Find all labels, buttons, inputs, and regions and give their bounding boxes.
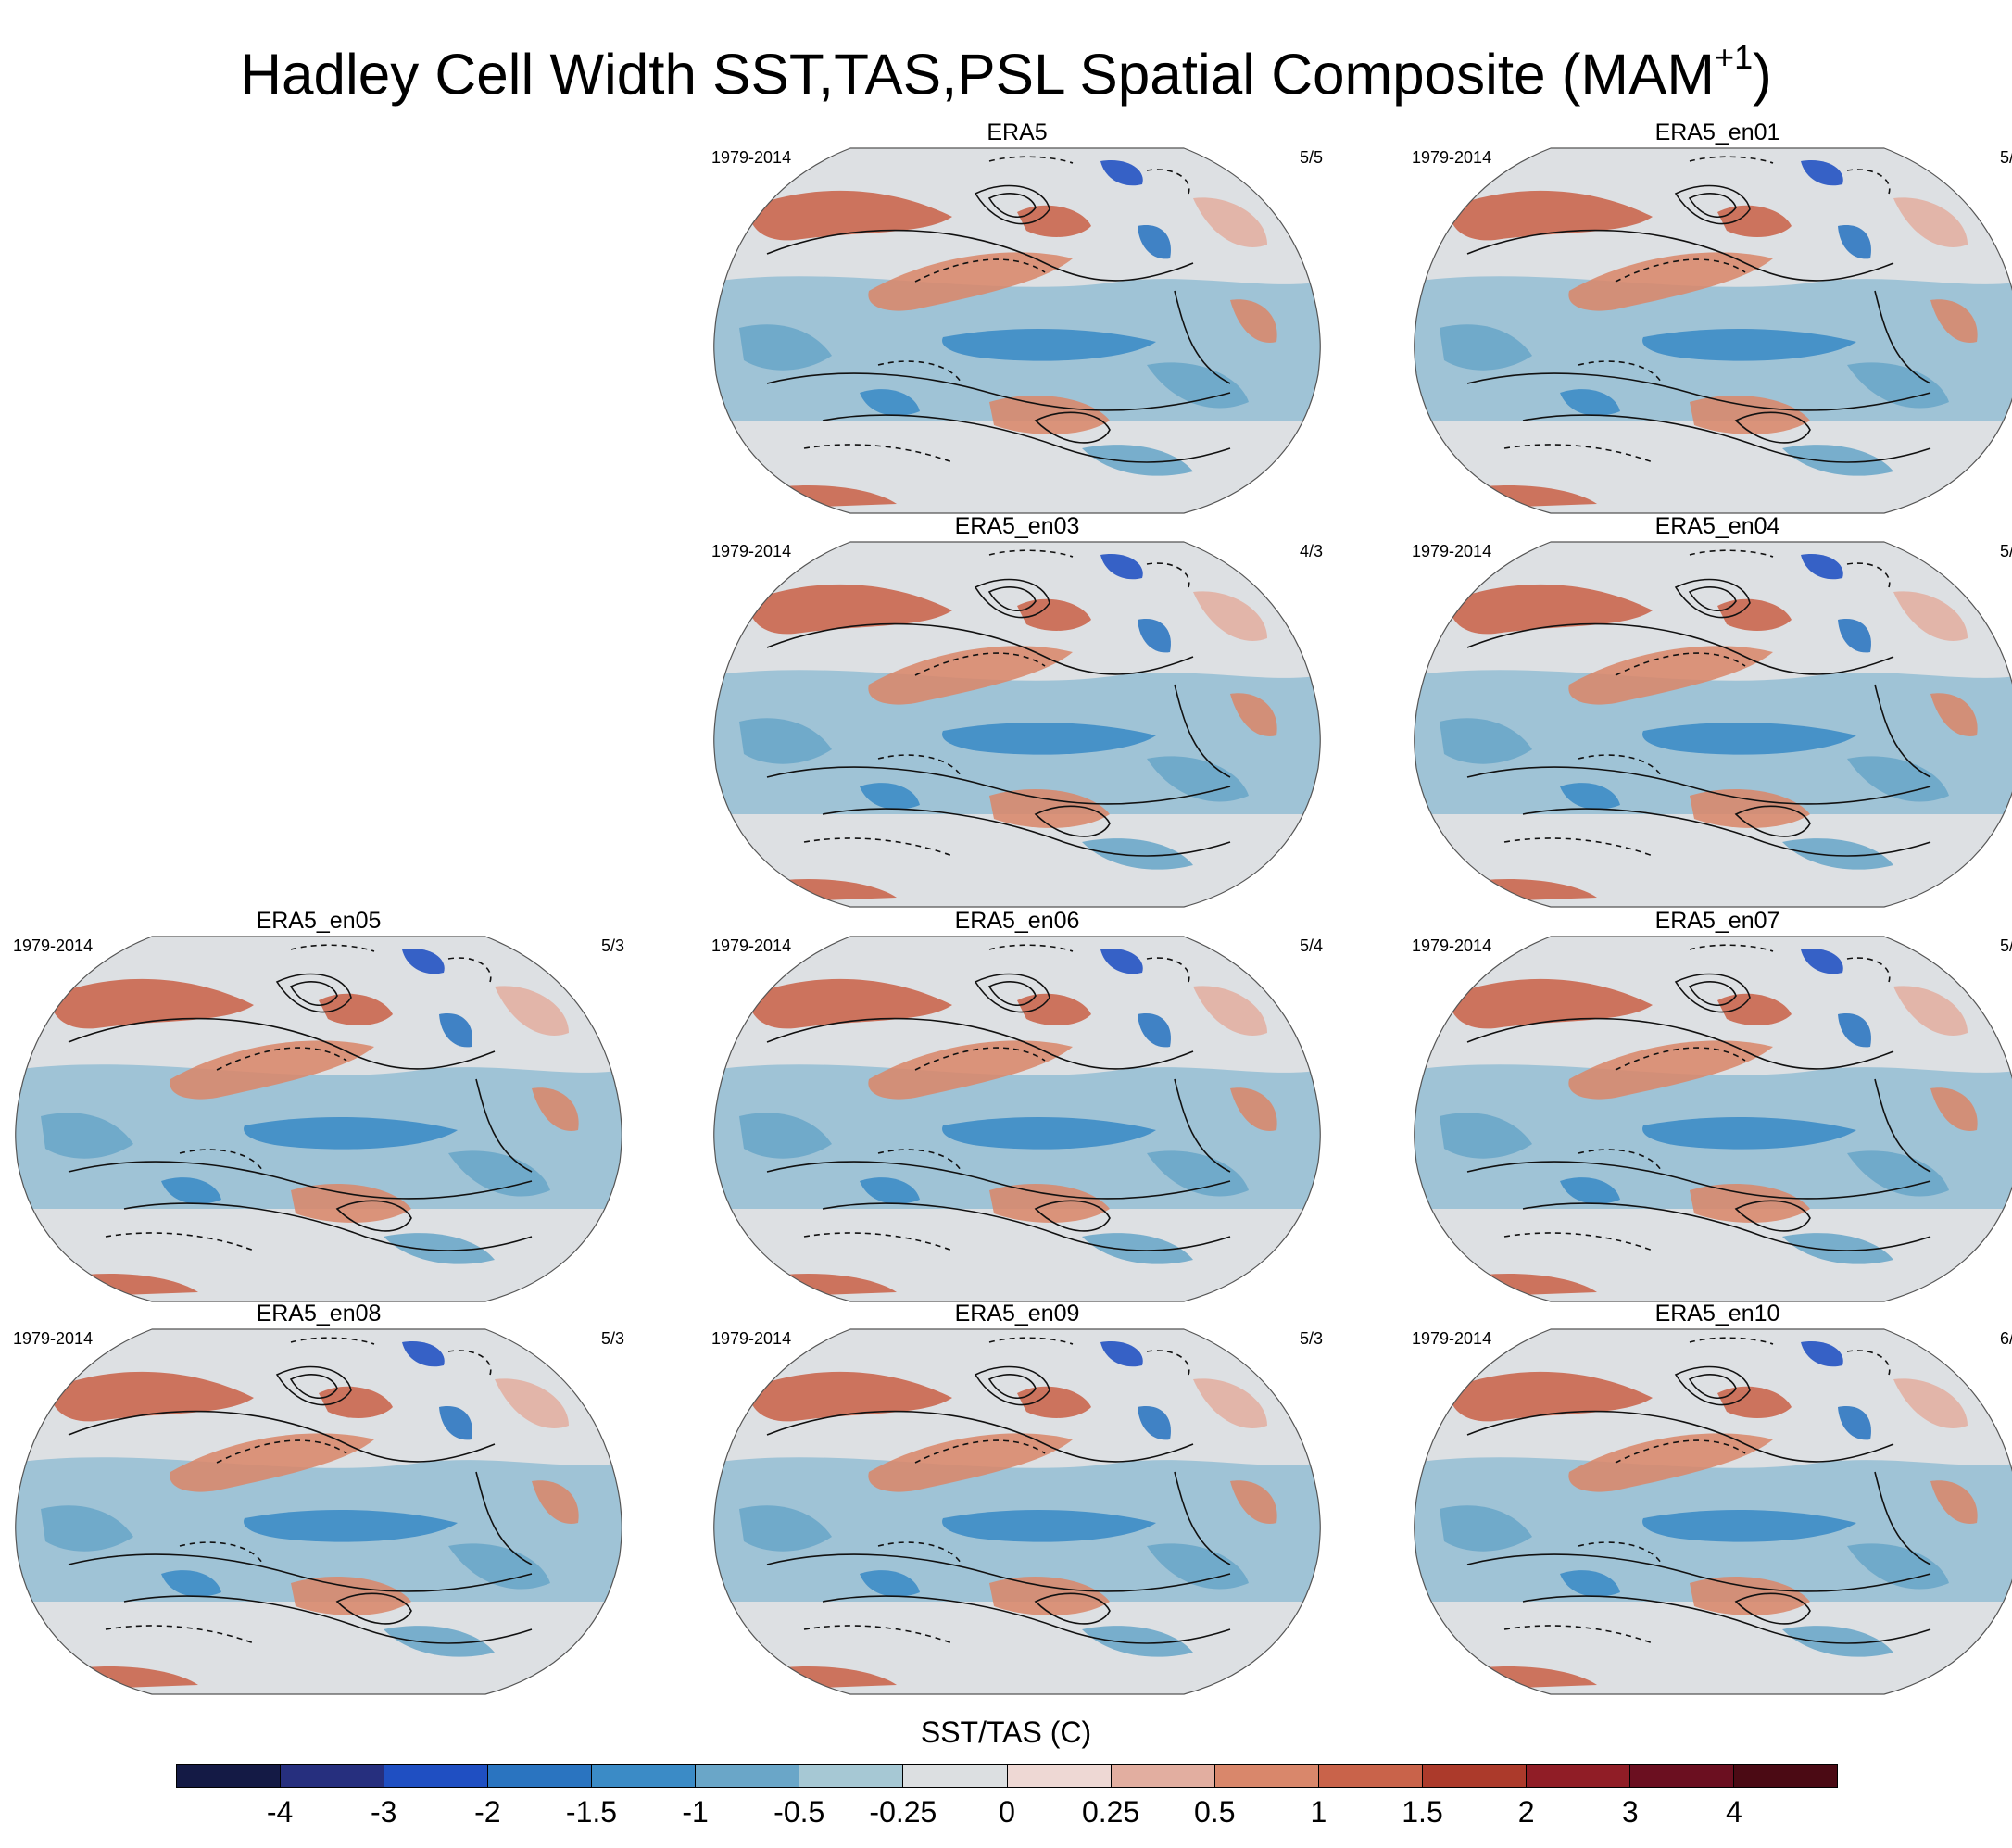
colorbar-tick-label: -4	[266, 1795, 294, 1829]
composite-map	[15, 936, 622, 1302]
panel-ratio: 5/3	[1999, 937, 2012, 955]
colorbar-swatch	[1318, 1765, 1423, 1787]
colorbar-tick-label: 0	[999, 1795, 1015, 1829]
colorbar-swatch	[1422, 1765, 1527, 1787]
composite-map	[713, 936, 1321, 1302]
colorbar-swatch	[592, 1765, 697, 1787]
panel-title: ERA5_en04	[1654, 513, 1780, 539]
panel-period: 1979-2014	[711, 1329, 792, 1348]
colorbar-ticks: -4 -3 -2 -1.5 -1 -0.5 -0.25 0 0.25 0.5 1 1.5 2 3 4	[0, 1795, 2012, 1832]
colorbar-swatch	[1214, 1765, 1319, 1787]
colorbar-tick-label: 3	[1621, 1795, 1639, 1829]
colorbar-swatch	[1526, 1765, 1630, 1787]
composite-map	[1414, 936, 2012, 1302]
colorbar	[176, 1764, 1838, 1788]
panel-title: ERA5_en01	[1654, 119, 1780, 145]
panel-title: ERA5_en10	[1654, 1301, 1780, 1326]
colorbar-tick-label: -1.5	[565, 1795, 618, 1829]
colorbar-swatch	[1629, 1765, 1734, 1787]
colorbar-tick-label: 2	[1517, 1795, 1535, 1829]
colorbar-swatch	[1007, 1765, 1112, 1787]
panel-title: ERA5_en07	[1654, 908, 1780, 934]
panel-period: 1979-2014	[1412, 542, 1492, 560]
map-panel: ERA5_en01 1979-2014 5/4	[1412, 119, 2012, 526]
composite-map	[713, 147, 1321, 514]
panel-title: ERA5_en03	[954, 513, 1080, 539]
panel-ratio: 5/5	[1299, 148, 1323, 167]
panel-period: 1979-2014	[1412, 937, 1492, 955]
map-panel: ERA5_en04 1979-2014 5/3	[1412, 512, 2012, 920]
colorbar-swatch	[696, 1765, 800, 1787]
colorbar-label: SST/TAS (C)	[920, 1716, 1092, 1749]
panel-period: 1979-2014	[1412, 148, 1492, 167]
colorbar-tick-label: 1	[1310, 1795, 1327, 1829]
panel-period: 1979-2014	[711, 148, 792, 167]
panel-period: 1979-2014	[711, 937, 792, 955]
colorbar-tick-label: 1.5	[1402, 1795, 1443, 1829]
colorbar-swatch	[177, 1765, 282, 1787]
colorbar-swatch	[281, 1765, 385, 1787]
colorbar-tick-label: -0.5	[773, 1795, 825, 1829]
colorbar-swatch	[384, 1765, 489, 1787]
colorbar-tick-label: 4	[1725, 1795, 1742, 1829]
map-panel: ERA5_en03 1979-2014 4/3	[711, 512, 1323, 920]
composite-map	[713, 1328, 1321, 1695]
panel-title: ERA5	[987, 119, 1048, 145]
panel-ratio: 5/3	[600, 1329, 624, 1348]
panel-period: 1979-2014	[711, 542, 792, 560]
map-panel: ERA5_en08 1979-2014 5/3	[13, 1300, 624, 1707]
colorbar-swatch	[903, 1765, 1008, 1787]
colorbar-swatch	[1733, 1765, 1837, 1787]
colorbar-tick-label: 0.5	[1194, 1795, 1236, 1829]
colorbar-tick-label: -1	[682, 1795, 709, 1829]
panel-ratio: 6/4	[1999, 1329, 2012, 1348]
map-panel: ERA5 1979-2014 5/5	[711, 119, 1323, 526]
colorbar-swatch	[488, 1765, 593, 1787]
composite-map	[1414, 541, 2012, 908]
figure-title: Hadley Cell Width SST,TAS,PSL Spatial Co…	[240, 38, 1772, 107]
panel-title: ERA5_en08	[256, 1301, 382, 1326]
panel-period: 1979-2014	[13, 937, 94, 955]
colorbar-tick-label: 0.25	[1081, 1795, 1140, 1829]
colorbar-tick-label: -0.25	[869, 1795, 937, 1829]
map-panel: ERA5_en10 1979-2014 6/4	[1412, 1300, 2012, 1707]
map-panel: ERA5_en07 1979-2014 5/3	[1412, 907, 2012, 1314]
panel-title: ERA5_en09	[954, 1301, 1080, 1326]
map-panel: ERA5_en05 1979-2014 5/3	[13, 907, 624, 1314]
colorbar-swatch	[799, 1765, 904, 1787]
composite-map	[1414, 147, 2012, 514]
panel-ratio: 5/3	[1999, 542, 2012, 560]
panel-ratio: 5/4	[1999, 148, 2012, 167]
map-panel: ERA5_en09 1979-2014 5/3	[711, 1300, 1323, 1707]
composite-map	[1414, 1328, 2012, 1695]
panel-ratio: 5/3	[1299, 1329, 1323, 1348]
panel-ratio: 5/4	[1299, 937, 1323, 955]
panel-ratio: 4/3	[1299, 542, 1323, 560]
panel-period: 1979-2014	[13, 1329, 94, 1348]
panel-title: ERA5_en05	[256, 908, 382, 934]
panel-period: 1979-2014	[1412, 1329, 1492, 1348]
map-panel: ERA5_en06 1979-2014 5/4	[711, 907, 1323, 1314]
panel-title: ERA5_en06	[954, 908, 1080, 934]
colorbar-tick-label: -2	[474, 1795, 501, 1829]
colorbar-tick-label: -3	[371, 1795, 397, 1829]
composite-map	[15, 1328, 622, 1695]
colorbar-swatch	[1111, 1765, 1215, 1787]
composite-map	[713, 541, 1321, 908]
panel-ratio: 5/3	[600, 937, 624, 955]
